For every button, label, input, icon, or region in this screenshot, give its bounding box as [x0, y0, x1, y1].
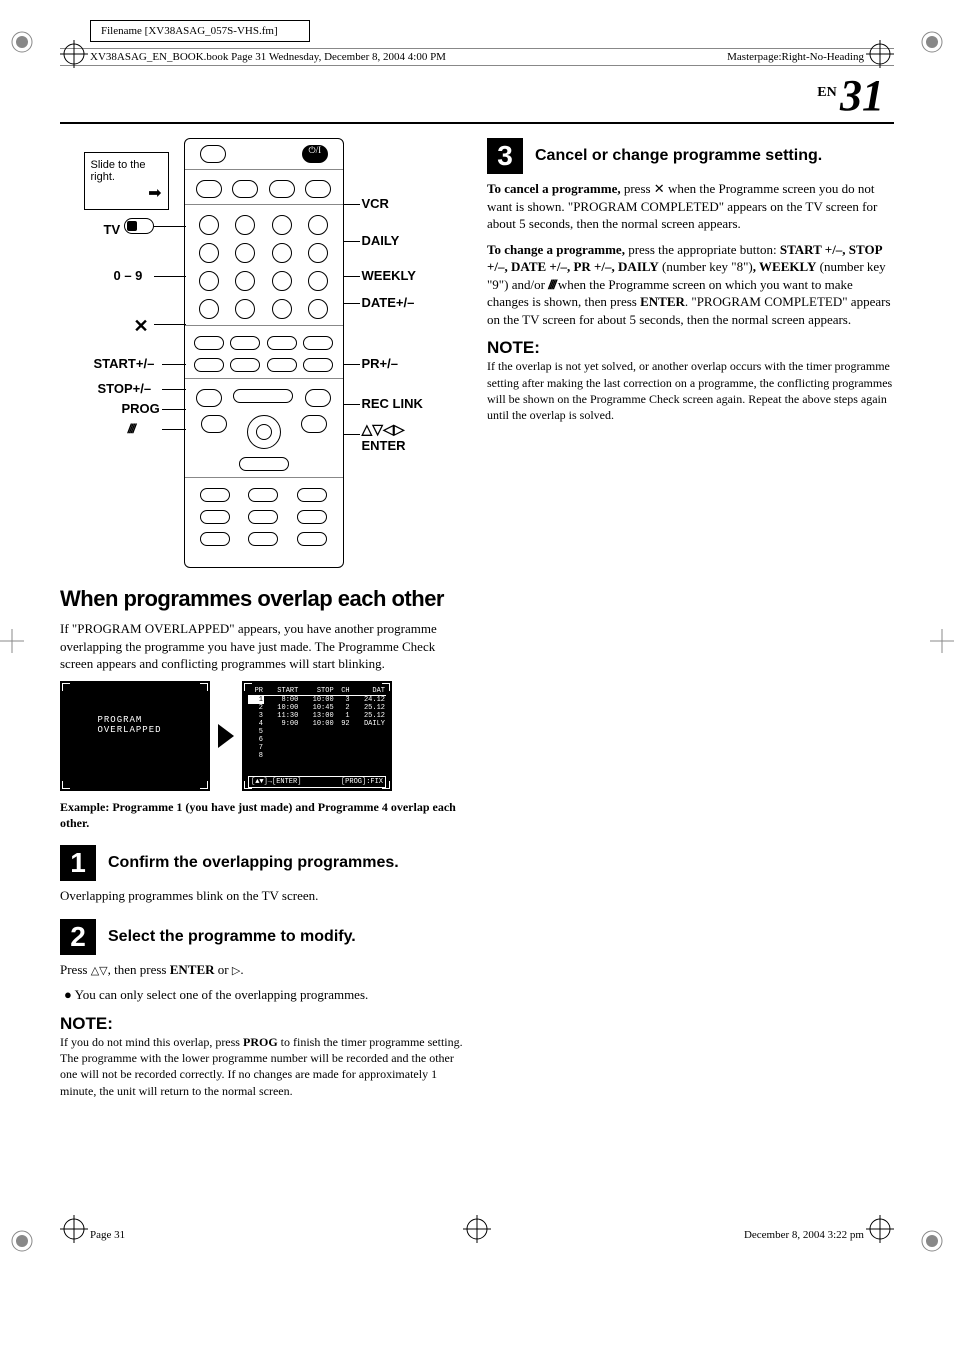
slide-hint: Slide to the right. ➡ [84, 152, 169, 210]
table-header: CH [335, 687, 351, 696]
label-enter: ENTER [362, 438, 406, 453]
note-body: If the overlap is not yet solved, or ano… [487, 358, 894, 423]
label-prog: PROG [122, 401, 160, 416]
label-start-pm: START+/– [94, 356, 155, 371]
step-1-header: 1 Confirm the overlapping programmes. [60, 845, 467, 881]
table-header: STOP [299, 687, 334, 696]
step-1-title: Confirm the overlapping programmes. [108, 854, 399, 872]
step-2-bullet: ● You can only select one of the overlap… [64, 986, 467, 1004]
tv-screen-overlapped: PROGRAM OVERLAPPED [60, 681, 210, 791]
page-number: 31 [840, 71, 884, 120]
change-paragraph: To change a programme, press the appropr… [487, 241, 894, 329]
step-3-title: Cancel or change programme setting. [535, 147, 822, 165]
table-header: DAT [351, 687, 386, 696]
table-row: 6 [248, 736, 386, 744]
crop-mark-icon [930, 629, 954, 653]
label-tv: TV [104, 218, 154, 237]
header-meta-line: XV38ASAG_EN_BOOK.book Page 31 Wednesday,… [60, 48, 894, 66]
register-target-icon [866, 40, 894, 68]
table-row: 7 [248, 744, 386, 752]
screen-hint-left: [▲▼]→[ENTER] [251, 778, 301, 786]
crop-mark-icon [920, 30, 944, 54]
note-heading: NOTE: [487, 338, 894, 358]
label-reclink: REC LINK [362, 396, 423, 411]
label-0-9: 0 – 9 [114, 268, 143, 283]
triangle-up-down-icon: △▽ [91, 964, 108, 979]
crop-mark-icon [920, 1229, 944, 1253]
screen-text: PROGRAM OVERLAPPED [98, 715, 173, 735]
screen-bottom-hint: [▲▼]→[ENTER] [PROG]:FIX [248, 776, 386, 788]
manual-page: Filename [XV38ASAG_057S-VHS.fm] XV38ASAG… [0, 0, 954, 1283]
bookline-right: Masterpage:Right-No-Heading [727, 51, 864, 63]
label-arrows-icon: △▽◁▷ [362, 421, 405, 438]
table-row: 311:3013:00125.12 [248, 712, 386, 720]
register-target-icon [60, 40, 88, 68]
label-pr-pm: PR+/– [362, 356, 399, 371]
label-vcr: VCR [362, 196, 389, 211]
note-body: If you do not mind this overlap, press P… [60, 1034, 467, 1099]
table-row: 8 [248, 752, 386, 760]
right-column: 3 Cancel or change programme setting. To… [487, 138, 894, 1107]
table-row: 210:0010:45225.12 [248, 704, 386, 712]
register-target-icon [866, 1215, 894, 1243]
remote-diagram: Slide to the right. ➡ TV 0 – 9 ✕ START+/… [60, 138, 467, 568]
tv-screens-example: PROGRAM OVERLAPPED PRSTARTSTOPCHDAT 18:0… [60, 681, 467, 791]
step-2-body: Press △▽, then press ENTER or ▷. [60, 961, 467, 979]
crop-mark-icon [10, 30, 34, 54]
note-heading: NOTE: [60, 1014, 467, 1034]
tv-switch-icon [124, 218, 154, 234]
label-stop-pm: STOP+/– [98, 381, 152, 396]
register-target-icon [463, 1215, 491, 1243]
page-lang: EN [817, 85, 836, 100]
arrow-right-icon [218, 724, 234, 748]
table-row: 18:0010:00324.12 [248, 695, 386, 704]
step-2-title: Select the programme to modify. [108, 928, 356, 946]
label-daily: DAILY [362, 233, 400, 248]
left-column: Slide to the right. ➡ TV 0 – 9 ✕ START+/… [60, 138, 467, 1107]
slide-hint-text: Slide to the right. [91, 159, 162, 183]
label-x: ✕ [134, 316, 149, 337]
content-columns: Slide to the right. ➡ TV 0 – 9 ✕ START+/… [60, 138, 894, 1107]
cancel-paragraph: To cancel a programme, press ✕ when the … [487, 180, 894, 233]
step-number-3: 3 [487, 138, 523, 174]
register-target-icon [60, 1215, 88, 1243]
step-number-2: 2 [60, 919, 96, 955]
section-heading-overlap: When programmes overlap each other [60, 586, 467, 612]
step-2-header: 2 Select the programme to modify. [60, 919, 467, 955]
table-row: 5 [248, 728, 386, 736]
screen-hint-right: [PROG]:FIX [341, 778, 383, 786]
label-weekly: WEEKLY [362, 268, 416, 283]
bookline-left: XV38ASAG_EN_BOOK.book Page 31 Wednesday,… [90, 51, 446, 63]
step-number-1: 1 [60, 845, 96, 881]
step-3-header: 3 Cancel or change programme setting. [487, 138, 894, 174]
footer-page: Page 31 [90, 1229, 125, 1241]
arrow-right-icon: ➡ [91, 183, 162, 203]
overlap-intro: If "PROGRAM OVERLAPPED" appears, you hav… [60, 620, 467, 673]
programme-table: PRSTARTSTOPCHDAT 18:0010:00324.12210:001… [248, 687, 386, 760]
crop-mark-icon [10, 1229, 34, 1253]
example-caption: Example: Programme 1 (you have just made… [60, 799, 467, 831]
label-slash-icon: //// [128, 421, 134, 436]
remote-outline: ⏻/I [184, 138, 344, 568]
page-number-header: EN 31 [60, 74, 894, 124]
table-header: START [264, 687, 299, 696]
filename-box: Filename [XV38ASAG_057S-VHS.fm] [90, 20, 310, 42]
tv-screen-programme-check: PRSTARTSTOPCHDAT 18:0010:00324.12210:001… [242, 681, 392, 791]
crop-mark-icon [0, 629, 24, 653]
table-row: 49:0010:0092DAILY [248, 720, 386, 728]
footer-date: December 8, 2004 3:22 pm [744, 1229, 864, 1241]
step-1-body: Overlapping programmes blink on the TV s… [60, 887, 467, 905]
label-date-pm: DATE+/– [362, 295, 415, 310]
